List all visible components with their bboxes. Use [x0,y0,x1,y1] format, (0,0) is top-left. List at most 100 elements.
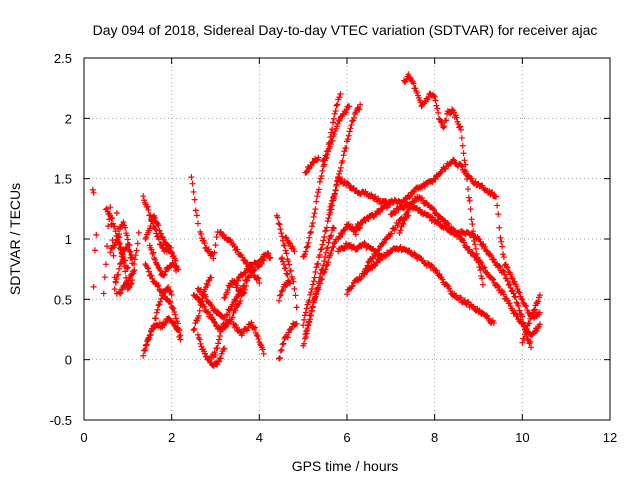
data-point [402,214,409,221]
data-point [276,221,283,228]
data-point [134,240,141,247]
x-tick-label: 0 [80,430,87,445]
data-point [309,281,316,288]
data-point [216,332,223,339]
data-point [465,194,472,201]
data-point [254,333,261,340]
data-point [319,167,326,174]
data-point [208,274,215,281]
data-point [191,325,198,332]
data-point [521,335,528,342]
data-point [521,331,528,338]
data-point [175,325,182,332]
data-point [172,257,179,264]
data-point [336,233,343,240]
data-point [344,291,350,298]
data-point [440,124,447,131]
data-point [500,291,507,298]
data-point [149,250,156,257]
data-point [499,267,506,274]
data-point [519,296,526,303]
data-track [111,240,136,293]
data-point [305,165,312,172]
data-point [325,215,332,222]
data-point [332,107,339,114]
data-point [430,206,437,213]
data-point [331,190,338,197]
data-point [341,245,348,252]
data-point [457,123,464,130]
data-point [332,187,339,194]
data-point [329,202,336,209]
data-point [328,129,335,136]
data-point [503,263,510,270]
data-point [468,216,475,223]
data-point [336,94,343,101]
data-track [116,229,142,297]
data-point [330,115,337,122]
data-point [128,254,135,261]
data-point [329,137,336,144]
data-point [221,345,228,352]
data-point [479,281,486,288]
data-point [387,198,394,205]
data-track [188,174,201,227]
data-point [211,349,218,356]
data-point [308,308,315,315]
data-point [365,215,372,222]
data-point [212,319,219,326]
data-point [205,246,212,253]
data-point [461,157,468,164]
data-point [453,114,460,121]
data-point [468,175,475,182]
data-point [325,239,332,246]
data-point [357,101,364,108]
data-point [349,282,356,289]
data-point [400,205,407,212]
data-point [213,234,220,241]
y-tick-labels: -0.5 0 0.5 1 1.5 2 2.5 [50,51,72,428]
data-track [387,200,535,351]
data-point [344,136,351,143]
data-point [326,143,333,150]
x-tick-label: 6 [343,430,350,445]
data-point [100,290,107,297]
data-point [496,224,503,231]
data-point [495,211,502,218]
data-point [101,274,108,281]
data-point [232,298,239,305]
data-point [254,274,261,281]
data-point [173,267,180,274]
data-point [234,282,241,289]
data-point [321,257,328,264]
data-point [116,261,123,268]
data-point [167,299,174,306]
data-point [329,224,336,231]
data-point [458,134,465,141]
data-point [497,234,504,241]
data-point [502,261,509,268]
data-point [225,306,232,313]
data-point [305,239,312,246]
data-point [140,193,147,200]
data-track [414,253,497,326]
data-point [257,341,264,348]
data-point [116,234,123,241]
data-point [483,312,490,319]
data-point [224,287,231,294]
data-point [376,247,383,254]
data-point [117,289,124,296]
data-point [148,272,155,279]
chart-title: Day 094 of 2018, Sidereal Day-to-day VTE… [93,22,598,38]
x-tick-label: 12 [603,430,617,445]
data-track [194,331,228,369]
data-point [116,265,123,272]
data-point [528,313,535,320]
data-point [348,122,355,129]
data-point [317,246,324,253]
data-point [291,248,298,255]
data-point [517,316,524,323]
data-point [226,283,233,290]
data-point [317,280,324,287]
data-point [536,309,543,316]
